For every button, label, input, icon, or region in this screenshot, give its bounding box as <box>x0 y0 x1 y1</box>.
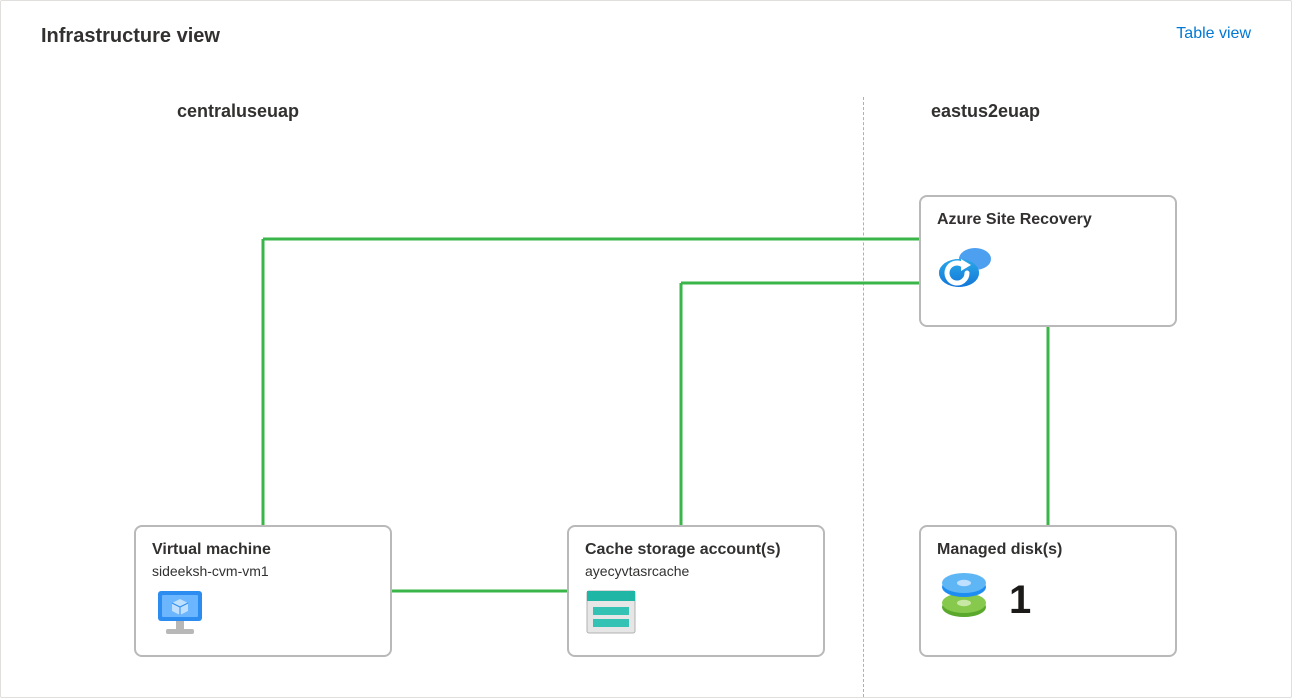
storage-icon <box>585 589 637 640</box>
node-managed-disks[interactable]: Managed disk(s) 1 <box>919 525 1177 657</box>
vm-icon <box>152 589 208 642</box>
node-cache-storage[interactable]: Cache storage account(s) ayecyvtasrcache <box>567 525 825 657</box>
node-asr-title: Azure Site Recovery <box>937 211 1159 229</box>
recovery-icon <box>937 243 997 298</box>
node-virtual-machine[interactable]: Virtual machine sideeksh-cvm-vm1 <box>134 525 392 657</box>
disk-icon <box>937 573 991 626</box>
disk-count: 1 <box>1009 580 1031 620</box>
node-vm-title: Virtual machine <box>152 541 374 559</box>
node-cache-subtitle: ayecyvtasrcache <box>585 563 807 579</box>
node-azure-site-recovery[interactable]: Azure Site Recovery <box>919 195 1177 327</box>
node-cache-title: Cache storage account(s) <box>585 541 807 559</box>
infrastructure-panel: Infrastructure view Table view centralus… <box>0 0 1292 698</box>
node-vm-subtitle: sideeksh-cvm-vm1 <box>152 563 374 579</box>
node-disks-title: Managed disk(s) <box>937 541 1159 559</box>
